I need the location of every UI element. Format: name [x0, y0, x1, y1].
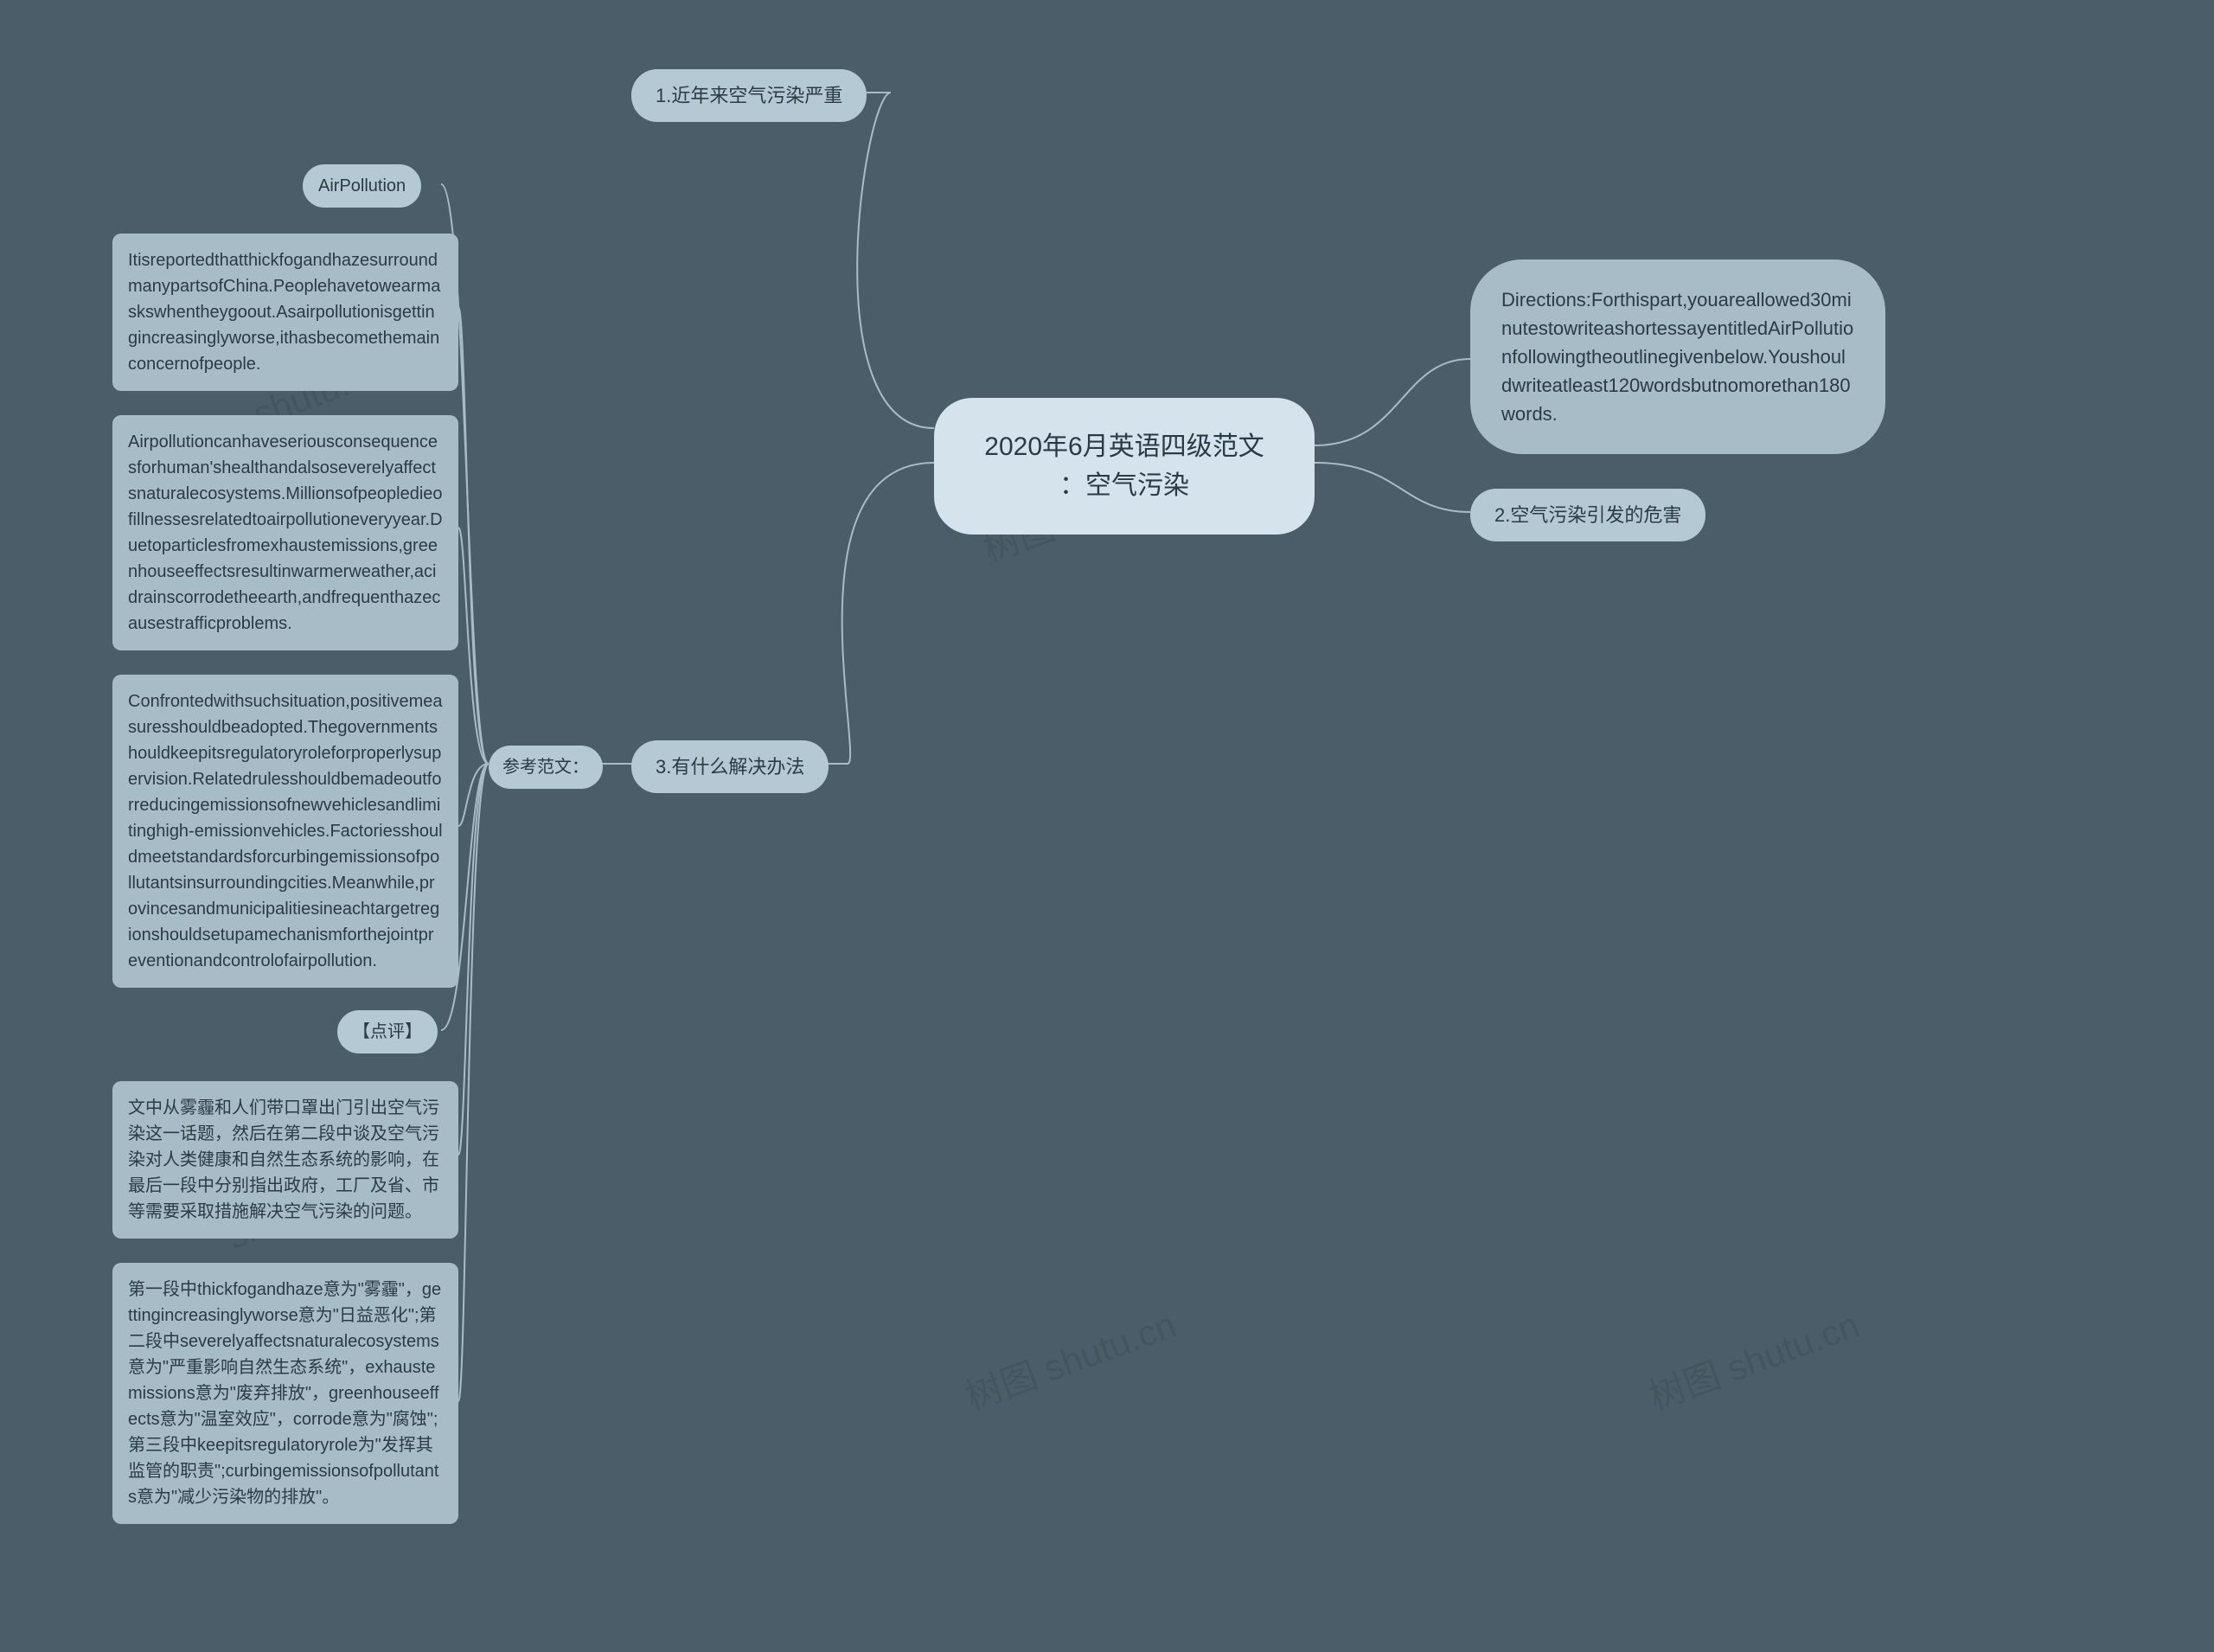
paragraph-text: Itisreportedthatthickfogandhazesurroundm… — [128, 251, 440, 374]
paragraph-node-3[interactable]: Confrontedwithsuchsituation,positivemeas… — [112, 675, 458, 988]
paragraph-node-2[interactable]: Airpollutioncanhaveseriousconsequencesfo… — [112, 415, 458, 650]
root-title-line2: ：空气污染 — [970, 466, 1278, 505]
branch-label: 1.近年来空气污染严重 — [656, 85, 842, 106]
comment-node-2[interactable]: 第一段中thickfogandhaze意为"雾霾"，gettingincreas… — [112, 1263, 458, 1524]
paragraph-text: 第一段中thickfogandhaze意为"雾霾"，gettingincreas… — [128, 1280, 441, 1507]
branch-node-solution[interactable]: 3.有什么解决办法 — [631, 740, 829, 793]
paragraph-text: Confrontedwithsuchsituation,positivemeas… — [128, 692, 443, 970]
directions-text: Directions:Forthispart,youareallowed30mi… — [1501, 289, 1853, 425]
connector — [458, 764, 489, 1401]
connector — [458, 528, 489, 764]
connector — [631, 93, 934, 428]
connector — [458, 307, 489, 764]
reference-label-node[interactable]: 参考范文： — [489, 746, 603, 789]
reference-label: 参考范文： — [502, 758, 589, 777]
comment-node-1[interactable]: 文中从雾霾和人们带口罩出门引出空气污染这一话题，然后在第二段中谈及空气污染对人类… — [112, 1081, 458, 1239]
branch-node-hazard[interactable]: 2.空气污染引发的危害 — [1470, 489, 1705, 541]
connector — [1315, 359, 1470, 445]
comment-title-node[interactable]: 【点评】 — [337, 1010, 438, 1053]
connector — [458, 764, 489, 1155]
directions-node[interactable]: Directions:Forthispart,youareallowed30mi… — [1470, 259, 1885, 454]
paragraph-node-1[interactable]: Itisreportedthatthickfogandhazesurroundm… — [112, 234, 458, 391]
branch-label: 2.空气污染引发的危害 — [1494, 504, 1681, 526]
paragraph-text: Airpollutioncanhaveseriousconsequencesfo… — [128, 432, 443, 633]
watermark: 树图 shutu.cn — [1641, 1296, 1865, 1420]
node-label: AirPollution — [318, 176, 406, 195]
mindmap-root-node[interactable]: 2020年6月英语四级范文 ：空气污染 — [934, 398, 1315, 535]
node-label: 【点评】 — [353, 1022, 422, 1041]
connector — [631, 463, 934, 764]
paragraph-text: 文中从雾霾和人们带口罩出门引出空气污染这一话题，然后在第二段中谈及空气污染对人类… — [128, 1098, 439, 1221]
branch-label: 3.有什么解决办法 — [656, 756, 804, 778]
branch-node-recent[interactable]: 1.近年来空气污染严重 — [631, 69, 867, 122]
watermark: 树图 shutu.cn — [957, 1296, 1182, 1420]
root-title-line1: 2020年6月英语四级范文 — [970, 427, 1278, 466]
connector — [458, 764, 489, 826]
airpollution-title-node[interactable]: AirPollution — [303, 164, 421, 208]
connector — [1315, 463, 1470, 512]
